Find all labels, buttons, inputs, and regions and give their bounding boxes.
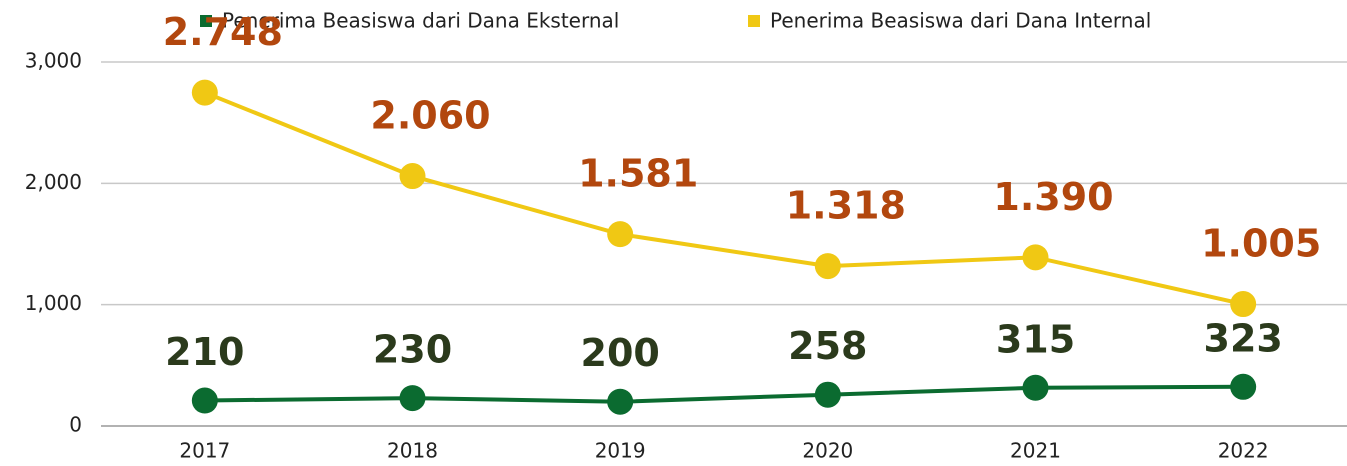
data-point — [1022, 374, 1049, 401]
series-line — [204, 90, 1244, 307]
legend-swatch — [200, 15, 212, 27]
x-tick-label: 2022 — [1218, 439, 1269, 463]
data-label: 2.060 — [370, 94, 490, 138]
data-point — [607, 388, 634, 415]
data-label: 1.005 — [1201, 222, 1321, 266]
data-label: 2.748 — [163, 10, 283, 54]
data-point — [191, 387, 218, 414]
series-line — [204, 384, 1244, 404]
data-point — [399, 385, 426, 412]
x-tick-label: 2020 — [802, 439, 853, 463]
x-tick-label: 2019 — [595, 439, 646, 463]
legend-swatch — [748, 15, 760, 27]
x-tick-label: 2017 — [179, 439, 230, 463]
data-point — [1022, 244, 1049, 271]
y-tick-label: 1,000 — [25, 291, 82, 315]
data-label: 258 — [788, 324, 867, 368]
data-label: 1.581 — [578, 152, 698, 196]
y-tick-label: 0 — [69, 413, 82, 437]
data-label: 315 — [996, 317, 1075, 361]
data-point — [814, 253, 841, 280]
x-tick-label: 2018 — [387, 439, 438, 463]
legend-label: Penerima Beasiswa dari Dana Eksternal — [222, 9, 619, 33]
legend-label: Penerima Beasiswa dari Dana Internal — [770, 9, 1151, 33]
data-label: 230 — [373, 328, 452, 372]
data-label: 323 — [1204, 316, 1283, 360]
data-point — [814, 381, 841, 408]
y-tick-label: 2,000 — [25, 170, 82, 194]
data-label: 1.318 — [786, 184, 906, 228]
data-label: 200 — [581, 331, 660, 375]
data-point — [1230, 373, 1257, 400]
x-tick-label: 2021 — [1010, 439, 1061, 463]
data-label: 210 — [165, 330, 244, 374]
data-point — [399, 163, 426, 190]
data-point — [191, 79, 218, 106]
data-point — [607, 221, 634, 248]
y-tick-label: 3,000 — [25, 49, 82, 73]
data-label: 1.390 — [993, 175, 1113, 219]
data-point — [1230, 291, 1257, 318]
